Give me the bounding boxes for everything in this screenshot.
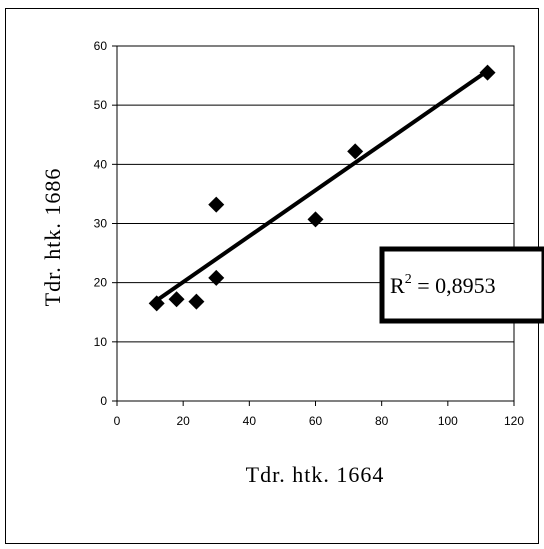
y-axis-title: Tdr. htk. 1686: [40, 168, 65, 307]
data-point: [148, 295, 165, 312]
data-point: [347, 143, 364, 160]
trendline: [155, 69, 489, 303]
y-tick-label: 10: [94, 335, 108, 349]
data-point: [188, 293, 205, 310]
x-tick-label: 40: [243, 414, 257, 428]
x-tick-label: 60: [309, 414, 323, 428]
x-tick-label: 120: [504, 414, 524, 428]
x-tick-label: 20: [176, 414, 190, 428]
data-point: [208, 196, 225, 213]
x-axis-ticks: 0 20 40 60 80 100 120: [114, 401, 524, 428]
y-tick-label: 60: [94, 39, 108, 53]
data-point: [208, 269, 225, 286]
x-tick-label: 100: [438, 414, 458, 428]
data-points: [148, 64, 496, 312]
y-axis-ticks: 0 10 20 30 40 50 60: [94, 39, 117, 408]
y-tick-label: 40: [94, 157, 108, 171]
y-tick-label: 30: [94, 217, 108, 231]
data-point: [168, 291, 185, 308]
y-tick-label: 0: [100, 394, 107, 408]
x-axis-title: Tdr. htk. 1664: [246, 462, 385, 487]
x-tick-label: 80: [375, 414, 389, 428]
data-point: [479, 64, 496, 81]
y-tick-label: 50: [94, 98, 108, 112]
r-squared-label: R2 = 0,8953: [390, 272, 496, 298]
data-point: [307, 211, 324, 228]
x-tick-label: 0: [114, 414, 121, 428]
y-tick-label: 20: [94, 276, 108, 290]
r-squared-box: R2 = 0,8953: [379, 246, 544, 324]
